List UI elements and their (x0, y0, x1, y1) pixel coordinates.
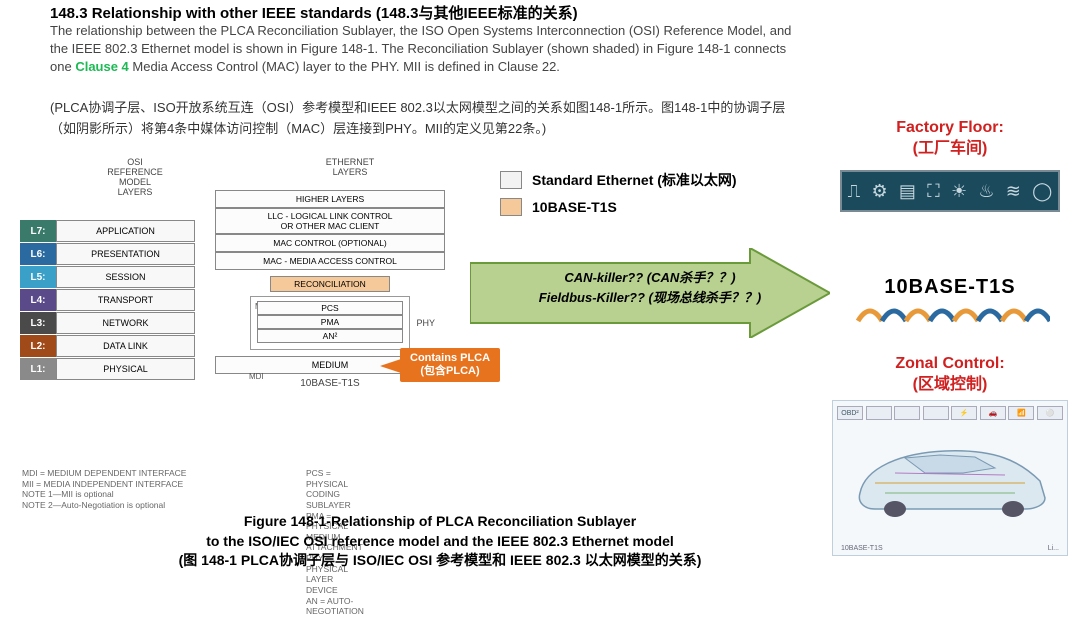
plca-callout-l1: Contains PLCA (410, 352, 490, 365)
note-r1: PCS = PHYSICAL CODING SUBLAYER (306, 468, 364, 511)
zonal-control-cn: (区域控制) (840, 375, 1060, 396)
diagram-notes: MDI = MEDIUM DEPENDENT INTERFACE MII = M… (22, 468, 186, 511)
note-l2: MII = MEDIA INDEPENDENT INTERFACE (22, 479, 186, 490)
caption-l1: Figure 148-1-Relationship of PLCA Reconc… (80, 512, 800, 532)
osi-layer-name: TRANSPORT (56, 289, 195, 311)
osi-layer-name: PHYSICAL (56, 358, 195, 380)
car-footer-left: 10BASE-T1S (841, 545, 883, 552)
legend-row-t1s: 10BASE-T1S (500, 198, 737, 216)
osi-layer: L5:SESSION (20, 266, 195, 288)
figure-caption: Figure 148-1-Relationship of PLCA Reconc… (80, 512, 800, 571)
factory-icon: ☀ (951, 181, 967, 202)
factory-icon-bar: ⎍ ⚙ ▤ ⛶ ☀ ♨ ≋ ◯ (840, 170, 1060, 212)
factory-icon: ≋ (1006, 181, 1021, 202)
legend-swatch-std (500, 171, 522, 189)
eth-an: AN² (257, 329, 403, 343)
factory-floor-title: Factory Floor: (工厂车间) (840, 118, 1060, 160)
car-chip: 🚗 (980, 406, 1006, 420)
arrow-line-1: CAN-killer?? (CAN杀手？？) (510, 268, 790, 288)
car-zonal-diagram: OBD² ⚡🚗📶⚪ 10BASE-T1S Li... (832, 400, 1068, 556)
legend-label-std: Standard Ethernet (标准以太网) (532, 170, 737, 190)
car-footer-right: Li... (1048, 545, 1059, 552)
osi-ethernet-diagram: OSIREFERENCEMODELLAYERS ETHERNETLAYERS L… (20, 150, 490, 470)
10base-t1s-logo: 10BASE-T1S (842, 276, 1058, 332)
car-chips-row: OBD² ⚡🚗📶⚪ (837, 404, 1063, 422)
arrow-text: CAN-killer?? (CAN杀手？？) Fieldbus-Killer??… (510, 268, 790, 307)
caption-l3: (图 148-1 PLCA协调子层与 ISO/IEC OSI 参考模型和 IEE… (80, 551, 800, 571)
car-chip (866, 406, 892, 420)
osi-layer-name: PRESENTATION (56, 243, 195, 265)
osi-layer-tag: L1: (20, 358, 56, 380)
osi-layer-tag: L5: (20, 266, 56, 288)
phy-group: PCS PMA AN² PHY (250, 296, 410, 350)
mdi-label: MDI (249, 372, 264, 381)
body-paragraph-en: The relationship between the PLCA Reconc… (50, 22, 810, 77)
osi-layer-tag: L4: (20, 289, 56, 311)
plca-callout-l2: (包含PLCA) (410, 365, 490, 378)
transition-arrow: CAN-killer?? (CAN杀手？？) Fieldbus-Killer??… (470, 248, 830, 338)
legend-label-t1s: 10BASE-T1S (532, 199, 617, 215)
factory-floor-en: Factory Floor: (840, 118, 1060, 139)
eth-mac-control: MAC CONTROL (OPTIONAL) (215, 234, 445, 252)
factory-icon: ⎍ (848, 181, 861, 202)
factory-icon: ♨ (978, 181, 994, 202)
car-chip: ⚡ (951, 406, 977, 420)
legend-row-std: Standard Ethernet (标准以太网) (500, 170, 737, 190)
car-chip: 📶 (1008, 406, 1034, 420)
caption-l2: to the ISO/IEC OSI reference model and t… (80, 532, 800, 552)
legend-swatch-t1s (500, 198, 522, 216)
note-l3: NOTE 1—MII is optional (22, 489, 186, 500)
phy-label: PHY (416, 318, 435, 328)
osi-layer-tag: L7: (20, 220, 56, 242)
eth-pma: PMA (257, 315, 403, 329)
osi-layer-tag: L6: (20, 243, 56, 265)
osi-layer: L4:TRANSPORT (20, 289, 195, 311)
note-l4: NOTE 2—Auto-Negotiation is optional (22, 500, 186, 511)
eth-llc: LLC - LOGICAL LINK CONTROLOR OTHER MAC C… (215, 208, 445, 234)
osi-layer: L2:DATA LINK (20, 335, 195, 357)
para-after: Media Access Control (MAC) layer to the … (129, 59, 560, 74)
zonal-control-en: Zonal Control: (840, 354, 1060, 375)
osi-layer-name: NETWORK (56, 312, 195, 334)
eth-higher-layers: HIGHER LAYERS (215, 190, 445, 208)
osi-layer: L1:PHYSICAL (20, 358, 195, 380)
ethernet-column-label: ETHERNETLAYERS (290, 158, 410, 178)
factory-icon: ⛶ (927, 181, 940, 202)
arrow-line-2: Fieldbus-Killer?? (现场总线杀手？？) (510, 288, 790, 308)
car-chip: OBD² (837, 406, 863, 420)
note-r4: AN = AUTO-NEGOTIATION (306, 596, 364, 617)
logo-waves (850, 299, 1050, 327)
factory-icon: ▤ (899, 181, 916, 202)
osi-layer: L6:PRESENTATION (20, 243, 195, 265)
car-chip (894, 406, 920, 420)
osi-layer: L7:APPLICATION (20, 220, 195, 242)
eth-pcs: PCS (257, 301, 403, 315)
eth-mac: MAC - MEDIA ACCESS CONTROL (215, 252, 445, 270)
factory-icon: ◯ (1032, 181, 1052, 202)
car-chip (923, 406, 949, 420)
zonal-control-title: Zonal Control: (区域控制) (840, 354, 1060, 396)
factory-floor-cn: (工厂车间) (840, 139, 1060, 160)
osi-layer-tag: L2: (20, 335, 56, 357)
clause-4-link[interactable]: Clause 4 (75, 59, 128, 74)
logo-text: 10BASE-T1S (842, 276, 1058, 299)
plca-callout: Contains PLCA (包含PLCA) (400, 348, 500, 382)
osi-column-label: OSIREFERENCEMODELLAYERS (75, 158, 195, 198)
car-footer: 10BASE-T1S Li... (841, 545, 1059, 552)
osi-layer-name: DATA LINK (56, 335, 195, 357)
car-chip: ⚪ (1037, 406, 1063, 420)
osi-layer-name: SESSION (56, 266, 195, 288)
factory-icon: ⚙ (871, 181, 887, 202)
body-paragraph-cn: (PLCA协调子层、ISO开放系统互连（OSI）参考模型和IEEE 802.3以… (50, 98, 810, 140)
section-heading: 148.3 Relationship with other IEEE stand… (50, 2, 578, 23)
eth-reconciliation: RECONCILIATION (270, 276, 390, 292)
osi-layer-stack: L7:APPLICATIONL6:PRESENTATIONL5:SESSIONL… (20, 220, 195, 381)
osi-layer: L3:NETWORK (20, 312, 195, 334)
osi-layer-name: APPLICATION (56, 220, 195, 242)
legend: Standard Ethernet (标准以太网) 10BASE-T1S (500, 170, 737, 224)
car-silhouette (845, 423, 1055, 533)
note-l1: MDI = MEDIUM DEPENDENT INTERFACE (22, 468, 186, 479)
osi-layer-tag: L3: (20, 312, 56, 334)
